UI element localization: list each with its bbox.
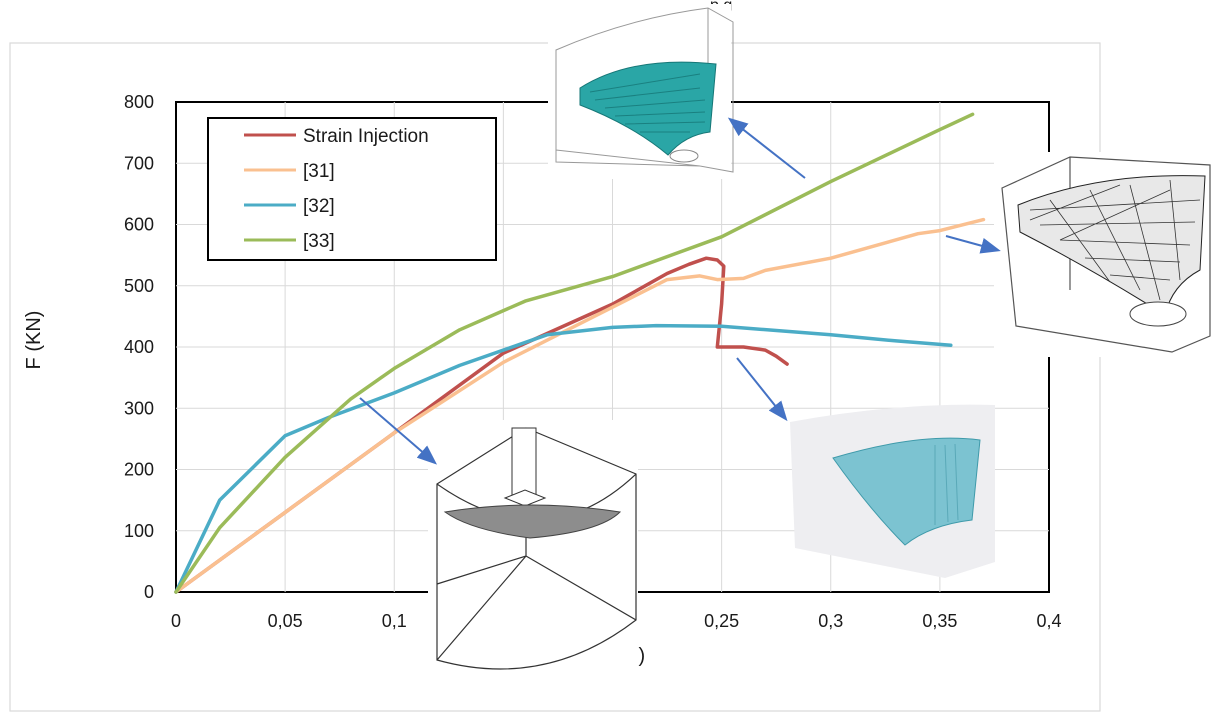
arrow-to-top-inset — [727, 117, 806, 179]
y-tick-label: 500 — [124, 276, 154, 296]
tick-labels: 00,050,10,150,20,250,30,350,401002003004… — [124, 92, 1062, 631]
y-tick-label: 600 — [124, 215, 154, 235]
series-line-2 — [174, 323, 953, 594]
x-tick-label: 0,1 — [382, 611, 407, 631]
y-tick-label: 700 — [124, 153, 154, 173]
x-tick-label: 0,05 — [268, 611, 303, 631]
series-line-3 — [174, 112, 975, 594]
series-line-0 — [174, 256, 789, 594]
inset-hole — [669, 149, 699, 163]
inset-teal-texture — [589, 73, 706, 133]
y-axis-label: F (KN) — [23, 311, 45, 370]
x-tick-label: 0,4 — [1036, 611, 1061, 631]
inset-blue-slab-bottom-right — [790, 404, 995, 578]
legend-label-strain: Strain Injection — [303, 126, 429, 147]
y-tick-label: 200 — [124, 460, 154, 480]
x-tick-label: 0,3 — [818, 611, 843, 631]
series-lines — [174, 112, 986, 594]
series-line-1 — [174, 217, 986, 594]
y-tick-label: 100 — [124, 521, 154, 541]
arrow-to-bottom-right-inset — [736, 357, 788, 422]
x-tick-label: 0,35 — [922, 611, 957, 631]
inset-wire-mesh-right — [994, 152, 1214, 357]
arrow-to-bottom-center-inset — [359, 397, 438, 465]
arrow-to-right-inset — [945, 235, 1001, 254]
legend-label-33: [33] — [303, 231, 335, 252]
legend-label-32: [32] — [303, 196, 335, 217]
inset-slab — [832, 437, 981, 546]
inset-teal-mesh-top — [548, 4, 734, 179]
x-tick-label: 0 — [171, 611, 181, 631]
y-tick-label: 400 — [124, 337, 154, 357]
legend: Strain Injection [31] [32] [33] — [207, 117, 497, 261]
inset-core — [503, 489, 547, 507]
inset-hole — [1129, 301, 1187, 327]
y-tick-label: 0 — [144, 582, 154, 602]
inset-column — [511, 427, 537, 499]
inset-mesh-fill — [1017, 175, 1206, 316]
inset-slab-texture — [934, 443, 959, 525]
inset-cracked-plane-bottom — [428, 420, 638, 710]
x-tick-label: 0,25 — [704, 611, 739, 631]
legend-box — [207, 117, 497, 261]
legend-label-31: [31] — [303, 161, 335, 182]
inset-outline — [555, 7, 734, 173]
y-tick-label: 300 — [124, 398, 154, 418]
y-tick-label: 800 — [124, 92, 154, 112]
inset-mesh-lines — [1029, 179, 1201, 301]
inset-crack-plane — [443, 504, 622, 539]
